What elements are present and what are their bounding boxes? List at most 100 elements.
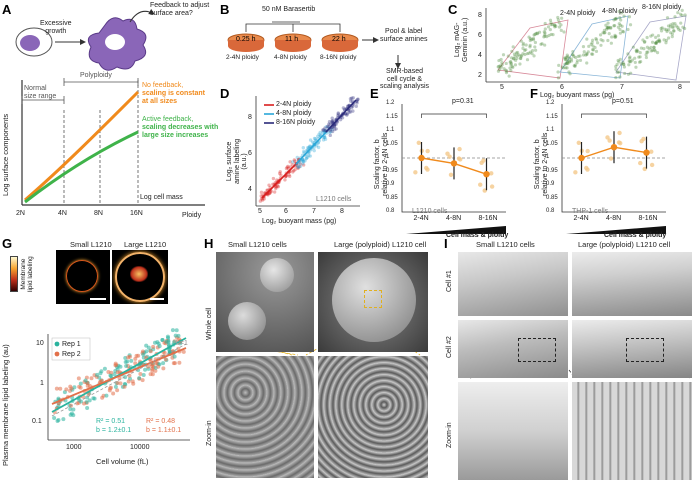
c-point xyxy=(618,31,623,35)
g-point xyxy=(104,393,109,398)
c-point xyxy=(652,45,656,49)
d-point xyxy=(284,166,289,171)
c-point xyxy=(664,38,669,43)
c-point xyxy=(528,38,532,43)
d-fit-line xyxy=(325,99,357,133)
c-point xyxy=(575,61,579,65)
g-point xyxy=(148,349,153,354)
g-point xyxy=(111,391,116,396)
c-point xyxy=(613,33,617,37)
g-point xyxy=(126,379,131,384)
ploidy-tick-8n: 8N xyxy=(94,210,103,217)
c-point xyxy=(509,61,514,66)
h-row2: Zoom-in xyxy=(206,420,213,446)
c-point xyxy=(551,22,555,27)
ploidy-b-1: 4-8N ploidy xyxy=(274,54,307,61)
c-point xyxy=(566,55,570,59)
c-point xyxy=(667,28,671,32)
i-small-label: Small L1210 cells xyxy=(476,240,535,249)
c-point xyxy=(655,39,659,43)
size-wedge xyxy=(406,226,506,234)
c-point xyxy=(608,25,613,30)
c-point xyxy=(644,53,648,57)
d-point xyxy=(296,165,301,169)
c-point xyxy=(564,58,568,62)
g-r2-1: R² = 0.51 xyxy=(96,418,125,425)
g-point xyxy=(160,337,165,342)
c-point xyxy=(587,44,591,48)
replicate-point xyxy=(605,135,610,140)
c-point xyxy=(594,36,598,41)
c-point xyxy=(620,24,624,28)
c-point xyxy=(617,60,621,64)
g-point xyxy=(170,328,175,333)
c-point xyxy=(514,58,518,62)
g-point xyxy=(115,370,120,375)
h-large-zoom xyxy=(318,356,428,478)
g-point xyxy=(113,363,118,368)
g-point xyxy=(115,367,120,372)
c-point xyxy=(564,66,568,70)
c-point xyxy=(567,56,572,60)
d-ytick-0: 4 xyxy=(248,186,252,193)
c-point xyxy=(656,39,661,43)
c-point xyxy=(605,25,609,30)
c-point xyxy=(680,8,684,12)
c-point xyxy=(562,30,566,34)
d-point xyxy=(286,166,291,171)
d-point xyxy=(298,164,303,169)
d-point xyxy=(323,135,327,139)
d-point xyxy=(275,184,280,188)
replicate-point xyxy=(573,170,578,175)
excessive-growth-label: Excessive growth xyxy=(40,20,72,35)
c-point xyxy=(613,17,617,21)
d-point xyxy=(332,124,337,128)
g-point xyxy=(77,384,82,389)
y-tick-label: 1.05 xyxy=(386,140,398,147)
g-point xyxy=(109,370,114,375)
c-point xyxy=(581,53,586,57)
d-point xyxy=(323,137,328,141)
g-point xyxy=(54,386,59,391)
d-point xyxy=(304,156,309,160)
d-point xyxy=(351,109,355,113)
h-large-whole xyxy=(318,252,428,352)
c-point xyxy=(573,63,577,67)
i-cell2-large xyxy=(572,320,692,378)
d-legend-2: 8-16N ploidy xyxy=(276,119,316,126)
c-point xyxy=(530,37,534,42)
c-point xyxy=(673,21,677,26)
g-point xyxy=(150,372,155,377)
i-cell2-small xyxy=(458,320,568,378)
d-point xyxy=(328,122,332,127)
c-point xyxy=(573,64,577,68)
c-point xyxy=(616,58,620,63)
panel-letter-e: E xyxy=(370,86,379,101)
h-large-label: Large (polyploid) L1210 cell xyxy=(334,240,427,249)
c-point xyxy=(557,25,562,29)
d-point xyxy=(272,190,277,194)
g-point xyxy=(176,346,181,351)
panel-letter-i: I xyxy=(444,236,448,251)
panel-e-pvalue: p=0.31 xyxy=(452,98,474,105)
c-point xyxy=(621,61,625,65)
c-point xyxy=(654,41,658,45)
d-point xyxy=(330,116,334,120)
d-point xyxy=(338,117,343,122)
c-point xyxy=(578,58,583,63)
c-point xyxy=(618,16,622,20)
g-b-2: b = 1.1±0.1 xyxy=(146,427,182,434)
d-point xyxy=(278,170,282,174)
g-point xyxy=(161,361,166,366)
d-point xyxy=(258,199,263,203)
drug-label: 50 nM Barasertib xyxy=(262,6,316,13)
d-point xyxy=(331,119,335,123)
c-point xyxy=(528,37,533,41)
c-point xyxy=(528,45,532,49)
d-point xyxy=(324,125,328,129)
c-point xyxy=(627,56,632,60)
d-point xyxy=(321,128,326,132)
d-point xyxy=(293,159,297,163)
c-point xyxy=(636,49,640,53)
g-point xyxy=(177,360,182,365)
